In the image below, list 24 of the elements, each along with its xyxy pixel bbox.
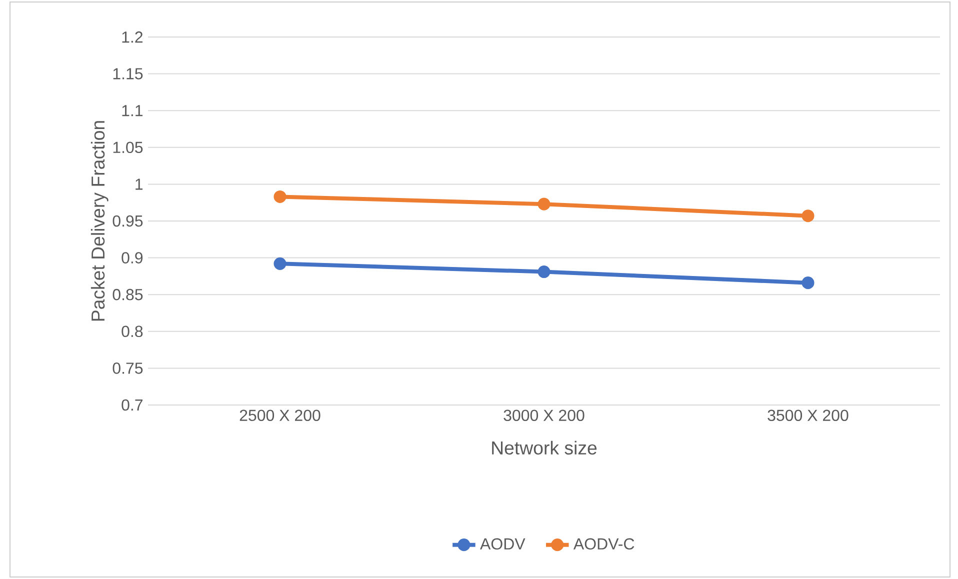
x-axis-title: Network size (492, 440, 597, 455)
point (538, 198, 550, 210)
legend-label: AODV-C (573, 538, 634, 550)
y-tick-label: 0.95 (112, 215, 143, 227)
x-tick-label: 3000 X 200 (504, 410, 584, 422)
y-tick-label: 1.2 (122, 31, 142, 43)
y-tick-label: 1.05 (113, 142, 143, 154)
point (538, 266, 550, 278)
x-tick-label: 3500 X 200 (768, 410, 848, 422)
y-tick-label: 1.1 (122, 105, 143, 116)
y-tick-label: 0.85 (112, 288, 143, 300)
y-tick-label: 0.7 (122, 399, 142, 411)
legend-label: AODV (480, 538, 526, 550)
y-tick-label: 1.15 (113, 68, 143, 80)
point (274, 257, 286, 270)
point (802, 210, 814, 222)
y-tick-label: 1 (136, 178, 143, 190)
x-tick-label: 2500 X 200 (240, 410, 320, 422)
point (274, 190, 286, 203)
y-axis-title: Packet Delivery Fraction (90, 121, 108, 321)
y-tick-label: 0.8 (122, 326, 143, 338)
y-tick-label: 0.9 (122, 252, 143, 264)
y-tick-label: 0.75 (112, 362, 143, 374)
point (802, 276, 814, 290)
